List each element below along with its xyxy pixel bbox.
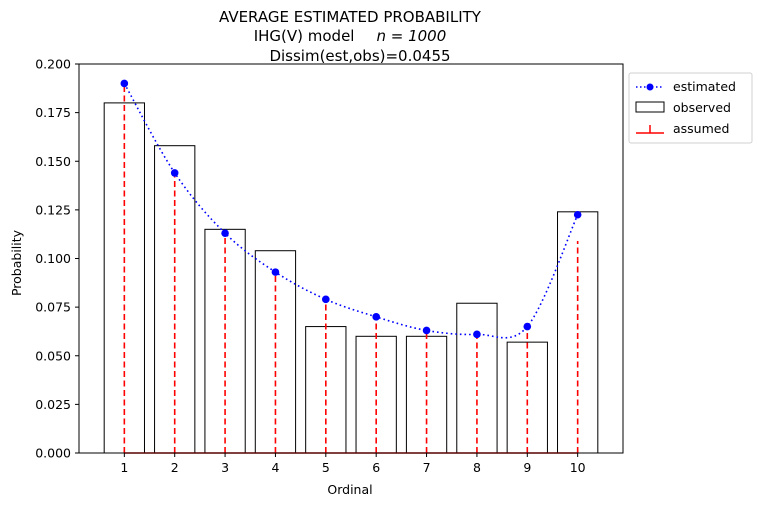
y-tick-label: 0.050: [35, 348, 71, 363]
legend-label-assumed: assumed: [673, 121, 729, 136]
x-axis-label: Ordinal: [327, 482, 372, 497]
estimated-point: [573, 210, 582, 219]
chart-title-line3: Dissim(est,obs)=0.0455: [269, 47, 450, 65]
y-tick-label: 0.100: [35, 251, 71, 266]
estimated-point: [271, 268, 280, 276]
legend-entry-estimated: estimated: [636, 79, 736, 94]
chart-title-line2: IHG(V) model n = 1000: [254, 27, 447, 45]
estimated-line: [123, 83, 579, 339]
legend-entry-assumed: assumed: [636, 121, 729, 136]
plot-area: 1 2 3 4 5 6 7 8 9 10 0.000 0.025 0.050 0.075 0.100 0.12…: [35, 57, 624, 475]
chart-title-n: n = 1000: [376, 27, 446, 45]
estimated-point: [170, 169, 179, 177]
legend-entry-observed: observed: [635, 100, 731, 115]
x-tick-label: 5: [322, 460, 330, 475]
estimated-point: [372, 313, 380, 321]
x-tick-label: 8: [473, 460, 481, 475]
estimated-point: [322, 295, 330, 304]
y-axis-label: Probability: [9, 229, 24, 296]
y-tick-label: 0.175: [35, 105, 71, 120]
chart-title-model: IHG(V) model: [254, 27, 355, 45]
chart-title-line1: AVERAGE ESTIMATED PROBABILITY: [219, 8, 482, 26]
y-tick-label: 0.025: [35, 397, 71, 412]
y-tick-label: 0.150: [35, 154, 71, 169]
estimated-point: [120, 79, 129, 88]
x-tick-label: 6: [372, 460, 380, 475]
x-tick-label: 3: [221, 460, 229, 475]
y-tick-label: 0.200: [35, 57, 71, 72]
estimated-point: [221, 229, 229, 238]
observed-bar: [506, 341, 548, 454]
x-tick-label: 1: [120, 460, 128, 475]
y-tick-label: 0.125: [35, 202, 71, 217]
x-tick-label: 10: [570, 460, 586, 475]
legend-label-estimated: estimated: [673, 79, 736, 94]
estimated-point: [523, 322, 532, 331]
x-tick-label: 9: [523, 460, 531, 475]
estimated-point: [422, 326, 431, 335]
x-tick-label: 2: [171, 460, 179, 475]
estimated-point: [473, 330, 481, 339]
y-tick-label: 0.000: [35, 446, 71, 461]
x-tick-label: 7: [423, 460, 431, 475]
legend: estimated observed assumed: [628, 72, 753, 144]
x-tick-label: 4: [271, 460, 279, 475]
legend-label-observed: observed: [673, 100, 731, 115]
y-tick-label: 0.075: [35, 300, 71, 315]
